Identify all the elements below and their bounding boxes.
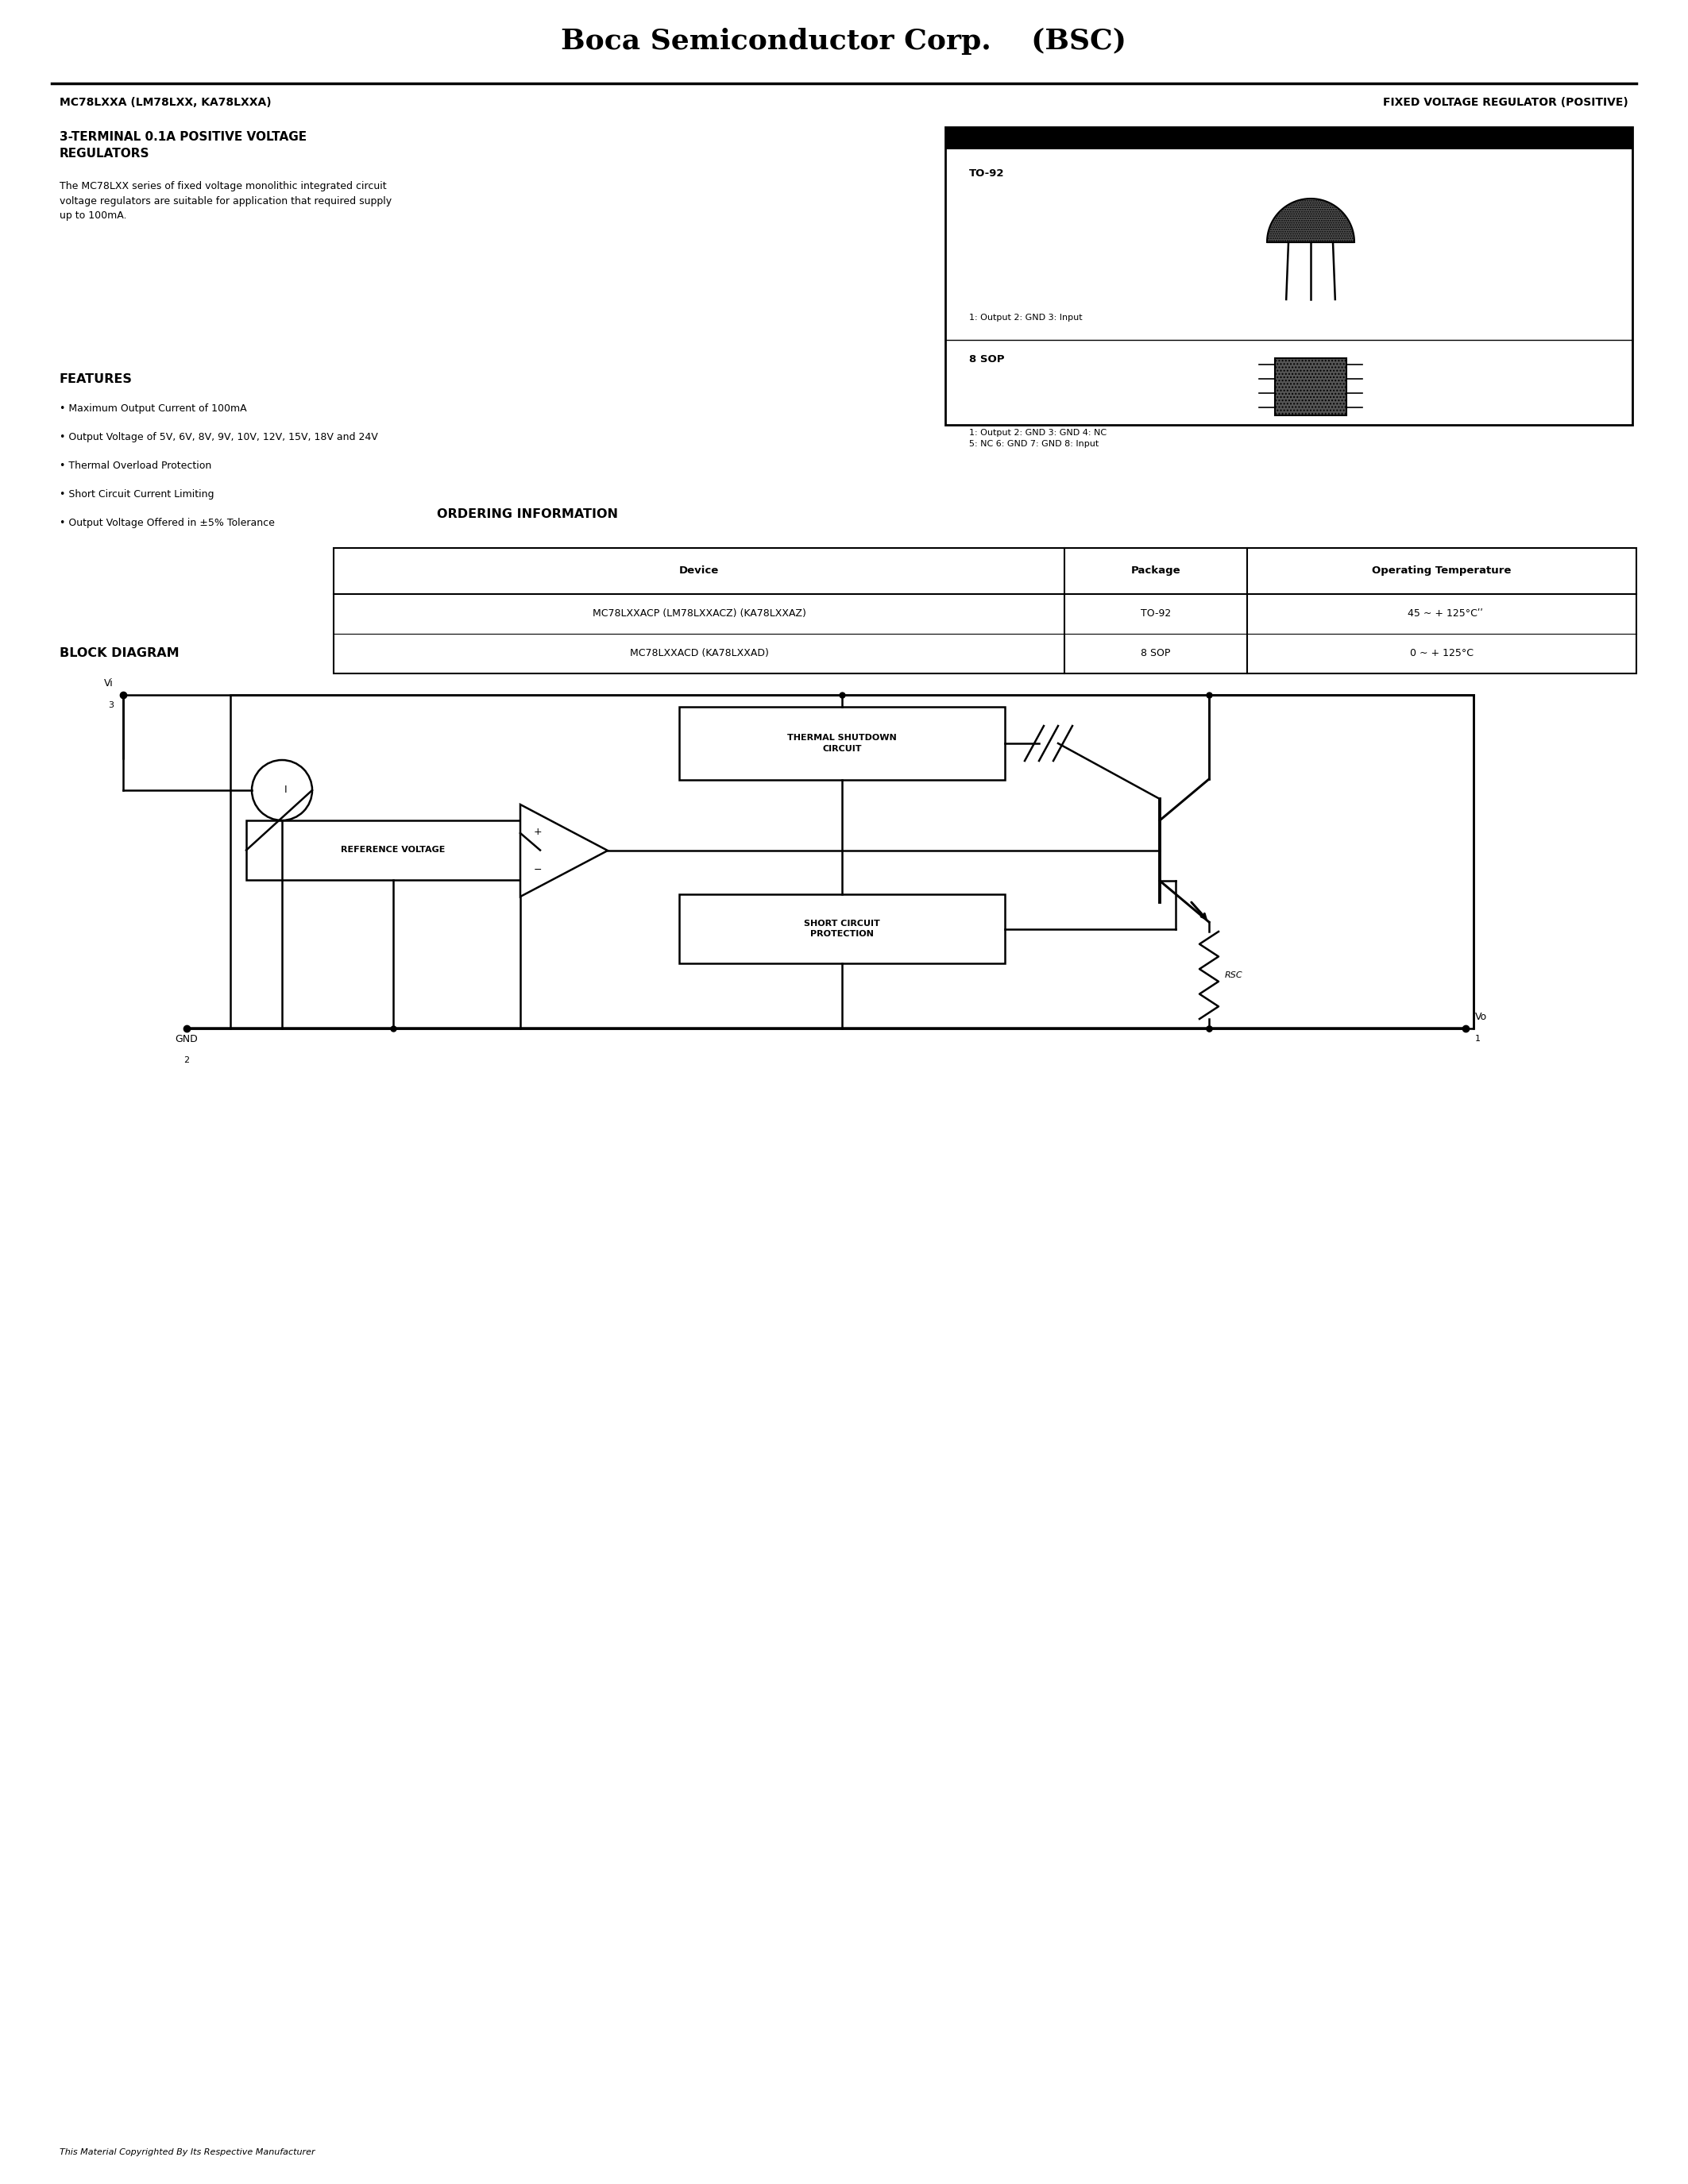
Text: Vo: Vo <box>1475 1011 1487 1022</box>
Text: Device: Device <box>679 566 719 577</box>
Text: GND: GND <box>176 1033 197 1044</box>
Bar <box>679 893 1004 963</box>
Bar <box>1274 358 1347 415</box>
Text: This Material Copyrighted By Its Respective Manufacturer: This Material Copyrighted By Its Respect… <box>59 2149 316 2156</box>
Bar <box>945 127 1632 149</box>
Text: 1: Output 2: GND 3: GND 4: NC
5: NC 6: GND 7: GND 8: Input: 1: Output 2: GND 3: GND 4: NC 5: NC 6: G… <box>969 428 1107 448</box>
Text: • Thermal Overload Protection: • Thermal Overload Protection <box>59 461 211 472</box>
Text: Operating Temperature: Operating Temperature <box>1372 566 1511 577</box>
Bar <box>230 695 1474 1029</box>
Polygon shape <box>520 804 608 898</box>
Text: 3: 3 <box>108 701 113 710</box>
Text: MC78LXXACD (KA78LXXAD): MC78LXXACD (KA78LXXAD) <box>630 649 768 660</box>
Text: • Maximum Output Current of 100mA: • Maximum Output Current of 100mA <box>59 404 246 413</box>
Text: 3-TERMINAL 0.1A POSITIVE VOLTAGE
REGULATORS: 3-TERMINAL 0.1A POSITIVE VOLTAGE REGULAT… <box>59 131 307 159</box>
Text: 0 ~ + 125°C: 0 ~ + 125°C <box>1409 649 1474 660</box>
Text: RSC: RSC <box>1225 972 1242 978</box>
Text: FIXED VOLTAGE REGULATOR (POSITIVE): FIXED VOLTAGE REGULATOR (POSITIVE) <box>1382 96 1629 107</box>
Text: 2: 2 <box>184 1057 189 1064</box>
Text: Package: Package <box>1131 566 1180 577</box>
Text: 1: Output 2: GND 3: Input: 1: Output 2: GND 3: Input <box>969 314 1082 321</box>
Text: 8 SOP: 8 SOP <box>969 354 1004 365</box>
Text: TO-92: TO-92 <box>1141 609 1171 618</box>
Text: MC78LXXACP (LM78LXXACZ) (KA78LXXAZ): MC78LXXACP (LM78LXXACZ) (KA78LXXAZ) <box>592 609 805 618</box>
Text: THERMAL SHUTDOWN
CIRCUIT: THERMAL SHUTDOWN CIRCUIT <box>787 734 896 753</box>
Text: MC78LXXA (LM78LXX, KA78LXXA): MC78LXXA (LM78LXX, KA78LXXA) <box>59 96 272 107</box>
Text: The MC78LXX series of fixed voltage monolithic integrated circuit
voltage regula: The MC78LXX series of fixed voltage mono… <box>59 181 392 221</box>
Text: FEATURES: FEATURES <box>59 373 133 384</box>
Text: 1: 1 <box>1475 1035 1480 1042</box>
Bar <box>334 548 1636 673</box>
Text: SHORT CIRCUIT
PROTECTION: SHORT CIRCUIT PROTECTION <box>803 919 879 937</box>
Text: Vi: Vi <box>105 679 113 688</box>
Text: +: + <box>533 826 542 836</box>
Text: 45 ~ + 125°Cʹʹ: 45 ~ + 125°Cʹʹ <box>1401 609 1482 618</box>
Polygon shape <box>1268 199 1354 242</box>
Text: REFERENCE VOLTAGE: REFERENCE VOLTAGE <box>341 845 446 854</box>
Text: −: − <box>533 865 542 876</box>
Text: • Output Voltage Offered in ±5% Tolerance: • Output Voltage Offered in ±5% Toleranc… <box>59 518 275 529</box>
Text: TO-92: TO-92 <box>969 168 1004 179</box>
Text: • Output Voltage of 5V, 6V, 8V, 9V, 10V, 12V, 15V, 18V and 24V: • Output Voltage of 5V, 6V, 8V, 9V, 10V,… <box>59 432 378 443</box>
Bar <box>945 127 1632 426</box>
Text: 8 SOP: 8 SOP <box>1141 649 1171 660</box>
Bar <box>246 821 540 880</box>
Text: I: I <box>285 784 287 795</box>
Text: ORDERING INFORMATION: ORDERING INFORMATION <box>437 509 618 520</box>
Text: Boca Semiconductor Corp.    (BSC): Boca Semiconductor Corp. (BSC) <box>560 28 1128 55</box>
Bar <box>1274 358 1347 415</box>
Text: BLOCK DIAGRAM: BLOCK DIAGRAM <box>59 646 179 660</box>
Bar <box>679 708 1004 780</box>
Text: • Short Circuit Current Limiting: • Short Circuit Current Limiting <box>59 489 214 500</box>
